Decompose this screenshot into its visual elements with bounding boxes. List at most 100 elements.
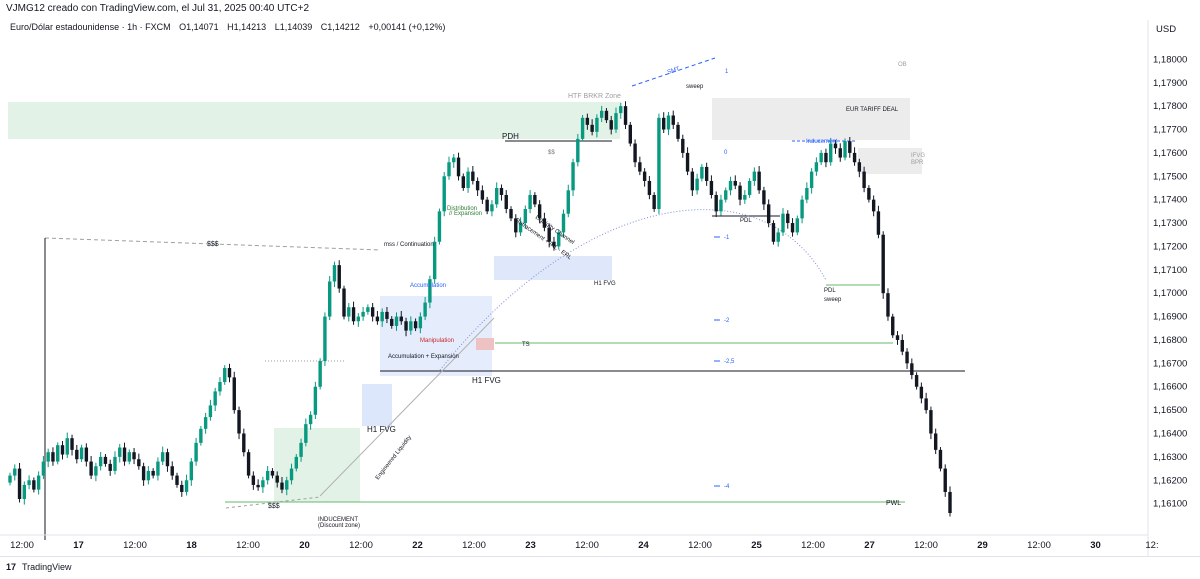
price-tick-label: 1,16100 bbox=[1153, 499, 1187, 510]
time-tick-label: 12:00 bbox=[349, 540, 373, 551]
candle-down bbox=[60, 445, 65, 455]
candle-down bbox=[943, 468, 947, 492]
candle-down bbox=[537, 204, 542, 219]
candle-up bbox=[814, 162, 819, 172]
candle-down bbox=[151, 470, 155, 476]
top-bar: VJMG12 creado con TradingView.com, el Ju… bbox=[0, 0, 1200, 20]
price-tick-label: 1,17400 bbox=[1153, 195, 1187, 206]
candle-down bbox=[137, 459, 141, 467]
candle-down bbox=[628, 124, 633, 144]
liquidity-curve bbox=[439, 209, 827, 371]
candle-up bbox=[776, 232, 780, 242]
ohlc-open: O1,14071 bbox=[179, 22, 219, 32]
candle-up bbox=[265, 470, 270, 481]
ob-zone-grey bbox=[712, 98, 910, 140]
currency-label: USD bbox=[1156, 24, 1176, 35]
chart-annotation: // Expansion bbox=[449, 211, 482, 217]
candle-down bbox=[910, 363, 914, 376]
time-tick-label: 27 bbox=[864, 540, 875, 551]
candle-up bbox=[118, 447, 122, 457]
candle-up bbox=[819, 152, 823, 163]
candle-up bbox=[490, 204, 494, 212]
chart-annotation: -4 bbox=[724, 484, 730, 490]
candle-up bbox=[700, 166, 704, 179]
time-tick-label: 12: bbox=[1145, 540, 1158, 551]
candle-down bbox=[881, 234, 885, 294]
candle-down bbox=[180, 484, 184, 492]
candle-up bbox=[65, 438, 69, 455]
candle-down bbox=[929, 410, 933, 434]
candle-up bbox=[518, 223, 523, 233]
candle-up bbox=[580, 117, 585, 139]
time-tick-label: 12:00 bbox=[1027, 540, 1051, 551]
chart-annotation: IFVG bbox=[911, 153, 925, 159]
candle-down bbox=[480, 190, 485, 200]
chart-annotation: Manipulation bbox=[420, 338, 454, 344]
price-tick-label: 1,17100 bbox=[1153, 265, 1187, 276]
candle-up bbox=[595, 117, 599, 132]
candle-down bbox=[671, 115, 675, 125]
candle-up bbox=[98, 456, 103, 467]
candle-up bbox=[94, 466, 98, 476]
candle-down bbox=[757, 171, 761, 191]
candle-up bbox=[528, 194, 532, 210]
chart-annotation: -2 bbox=[724, 318, 730, 324]
candle-down bbox=[714, 194, 718, 212]
fib-levels bbox=[714, 236, 720, 487]
candle-down bbox=[533, 194, 537, 205]
chart-annotation: -1 bbox=[724, 235, 730, 241]
candle-down bbox=[108, 463, 112, 471]
chart-annotation: Accumulation bbox=[410, 283, 446, 289]
candle-down bbox=[170, 466, 174, 476]
candle-down bbox=[51, 452, 55, 462]
symbol-name: Euro/Dólar estadounidense · 1h · FXCM bbox=[10, 22, 171, 32]
price-tick-label: 1,16400 bbox=[1153, 428, 1187, 439]
candle-down bbox=[938, 449, 943, 469]
candle-down bbox=[838, 148, 842, 158]
candle-up bbox=[22, 484, 27, 499]
time-tick-label: 24 bbox=[638, 540, 649, 551]
chart-annotation: PDL bbox=[824, 288, 836, 294]
candle-down bbox=[709, 180, 714, 195]
candle-up bbox=[347, 307, 351, 317]
ohlc-high: H1,14213 bbox=[227, 22, 267, 32]
candle-up bbox=[27, 480, 31, 485]
engineered-liquidity-line bbox=[319, 317, 495, 497]
time-tick-label: 25 bbox=[751, 540, 762, 551]
time-axis[interactable]: 12:00 17 12:00 18 12:00 20 12:00 22 12:00 23 12:00… bbox=[10, 540, 1159, 551]
candle-down bbox=[270, 470, 275, 476]
candle-up bbox=[56, 445, 60, 462]
h1-fvg-zone-blue-2 bbox=[362, 384, 392, 426]
candle-up bbox=[156, 461, 160, 476]
candle-down bbox=[251, 475, 256, 485]
candle-down bbox=[547, 227, 551, 242]
price-tick-label: 1,17700 bbox=[1153, 125, 1187, 136]
candle-down bbox=[790, 223, 795, 233]
chart-annotation: H1 FVG bbox=[472, 376, 501, 385]
candle-up bbox=[566, 190, 570, 214]
candle-up bbox=[46, 452, 50, 462]
candle-down bbox=[638, 162, 642, 172]
candle-up bbox=[308, 414, 313, 425]
chart-annotation: 1 bbox=[725, 69, 729, 75]
ifvg-zone-grey bbox=[858, 148, 922, 174]
price-tick-label: 1,16800 bbox=[1153, 335, 1187, 346]
candle-up bbox=[805, 187, 809, 200]
chart-annotation: 0 bbox=[724, 150, 728, 156]
candle-down bbox=[399, 316, 403, 322]
candle-down bbox=[900, 339, 904, 352]
chart-annotation: sweep bbox=[686, 84, 704, 90]
price-tick-label: 1,16200 bbox=[1153, 475, 1187, 486]
candle-up bbox=[466, 171, 470, 188]
candle-down bbox=[862, 171, 866, 188]
candle-up bbox=[194, 442, 198, 462]
htf-zone-green bbox=[8, 102, 620, 139]
candle-up bbox=[323, 316, 327, 362]
time-tick-label: 23 bbox=[525, 540, 536, 551]
candle-up bbox=[184, 480, 189, 492]
chart-annotation: (Discount zone) bbox=[318, 523, 360, 529]
price-axis[interactable]: 1,18000 1,17900 1,17800 1,17700 1,17600 1,175… bbox=[1153, 54, 1187, 509]
candle-down bbox=[604, 110, 609, 121]
candle-down bbox=[509, 209, 513, 219]
